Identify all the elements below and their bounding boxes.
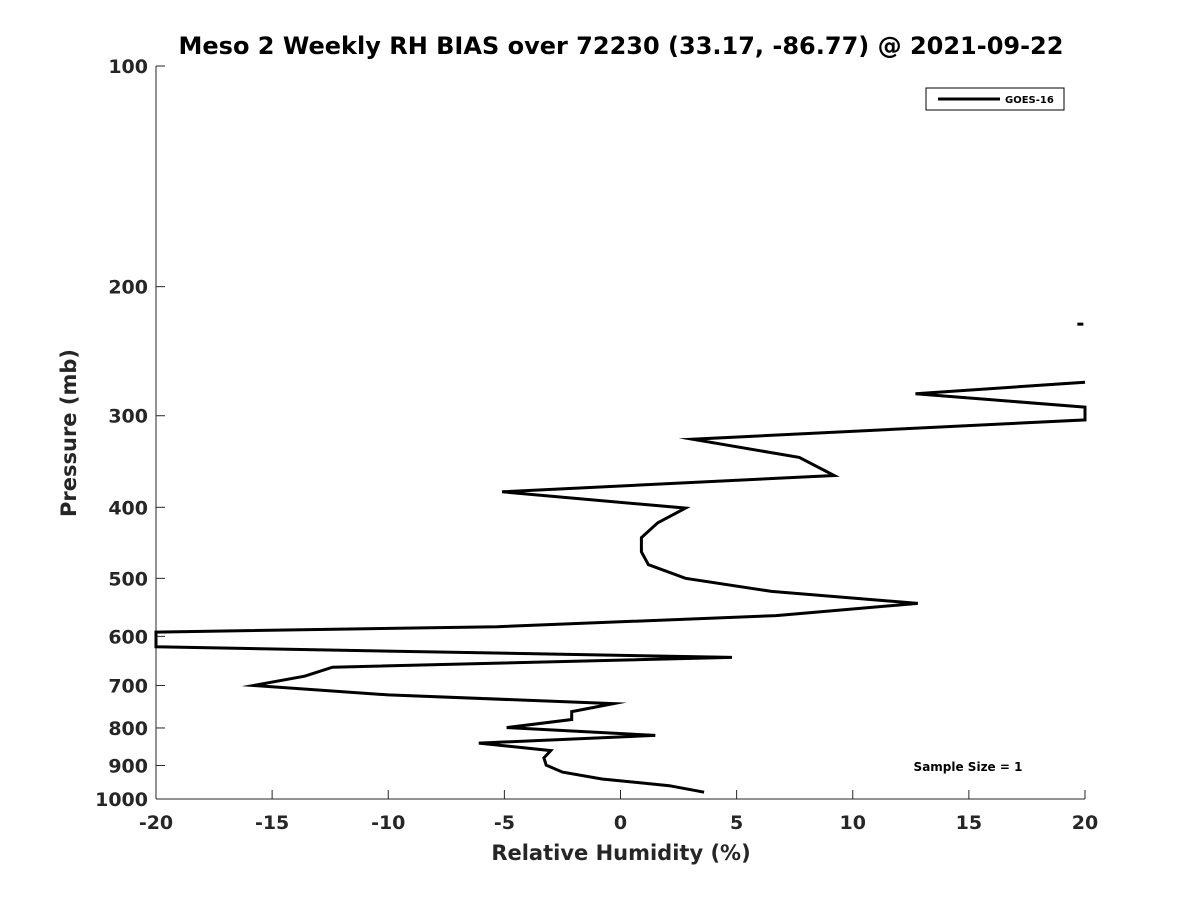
x-tick-label: 0 (614, 812, 627, 834)
y-tick-label: 700 (108, 675, 148, 697)
series-layer (154, 322, 1087, 794)
y-tick-label: 1000 (95, 789, 148, 811)
y-tick-label: 900 (108, 755, 148, 777)
series-line-goes-16 (154, 380, 1087, 794)
sample-size-annotation: Sample Size = 1 (914, 760, 1023, 774)
x-tick-label: 5 (730, 812, 743, 834)
y-axis-label: Pressure (mb) (57, 349, 81, 517)
y-ticks: 100 200 300 400 500 600 700 800 900 1000 (95, 56, 165, 811)
x-tick-label: -20 (139, 812, 173, 834)
legend-label-goes-16: GOES-16 (1005, 95, 1054, 106)
x-tick-label: 20 (1072, 812, 1098, 834)
x-tick-label: -15 (255, 812, 289, 834)
chart-title: Meso 2 Weekly RH BIAS over 72230 (33.17,… (179, 32, 1064, 60)
y-tick-label: 500 (108, 568, 148, 590)
plot-area: -20 -15 -10 -5 0 5 10 15 20 100 200 300 400 500 600 70… (95, 56, 1098, 834)
x-ticks: -20 -15 -10 -5 0 5 10 15 20 (139, 790, 1098, 834)
legend: GOES-16 (925, 87, 1065, 111)
y-tick-label: 200 (108, 277, 148, 299)
y-tick-label: 300 (108, 406, 148, 428)
x-tick-label: -5 (494, 812, 515, 834)
y-tick-label: 400 (108, 497, 148, 519)
y-tick-label: 800 (108, 718, 148, 740)
y-tick-label: 600 (108, 626, 148, 648)
x-axis-label: Relative Humidity (%) (491, 841, 750, 865)
x-tick-label: 15 (956, 812, 982, 834)
x-tick-label: 10 (840, 812, 866, 834)
y-tick-label: 100 (108, 56, 148, 78)
x-tick-label: -10 (371, 812, 405, 834)
